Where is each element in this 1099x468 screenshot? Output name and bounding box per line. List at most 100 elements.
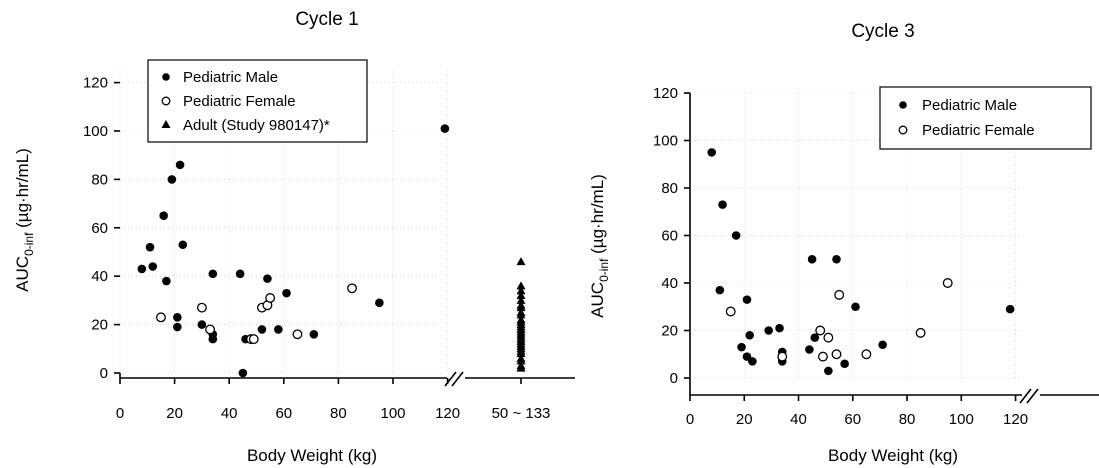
y-label-rest: (µg·hr/mL) [588,174,607,258]
data-point-pediatric-female [205,324,216,335]
legend-label-pediatric-female: Pediatric Female [183,93,296,110]
legend-label-adult: Adult (Study 980147)* [183,117,330,134]
y-label-sub: 0-inf [22,232,36,256]
data-point-pediatric-male [257,325,267,334]
data-point-pediatric-male [840,359,849,369]
data-point-pediatric-male [375,298,384,308]
data-point-pediatric-male [748,357,757,366]
legend-label-pediatric-male: Pediatric Male [183,69,278,86]
y-tick-label: 120 [653,85,678,102]
legend-box [879,86,1092,150]
data-point-pediatric-male [175,160,185,170]
data-point-pediatric-male [851,302,860,312]
data-point-adult-study-980147 [516,295,526,304]
x-ticks: 0 20 40 60 80 100 120 [686,395,1028,428]
data-point-pediatric-male [167,175,177,184]
y-axis-label: AUC0-inf (µg·hr/mL) [13,148,36,292]
data-point-adult-study-980147 [516,286,526,295]
y-tick-label: 20 [91,317,108,334]
data-point-pediatric-female [815,325,826,336]
data-point-pediatric-male [282,288,291,298]
data-point-pediatric-female [915,327,926,338]
x-ticks: 0 20 40 60 80 100 120 [116,378,522,422]
y-tick-label: 0 [100,365,108,382]
data-points [707,148,1015,376]
data-point-pediatric-male [1005,304,1015,314]
data-point-pediatric-male [810,333,820,342]
legend-label-pediatric-female: Pediatric Female [922,122,1035,139]
x-tick-label-adult: 50 ~ 133 [492,405,551,422]
data-point-pediatric-female [347,283,358,294]
legend: Pediatric Male Pediatric Female Adult (S… [147,59,368,143]
data-point-pediatric-male [715,285,725,295]
y-axis-label: AUC0-inf (µg·hr/mL) [588,174,611,318]
data-point-pediatric-male [718,200,727,209]
legend: Pediatric Male Pediatric Female [879,86,1092,150]
data-point-pediatric-male [707,148,717,157]
data-point-pediatric-male [178,240,188,250]
data-point-pediatric-female [292,329,303,340]
data-point-adult-study-980147 [516,356,526,365]
data-point-pediatric-male [745,330,754,340]
y-tick-label: 0 [670,370,678,387]
data-point-pediatric-male [162,276,171,286]
y-tick-label: 120 [83,75,108,92]
x-tick-label: 40 [221,405,238,422]
legend-marker-pediatric-male [162,73,170,81]
axis-break [1019,388,1039,404]
data-point-pediatric-male [145,242,155,252]
legend-marker-pediatric-male [899,101,907,109]
data-point-adult-study-980147 [516,257,526,266]
data-point-pediatric-male [878,340,887,350]
y-tick-label: 40 [661,275,678,292]
y-label-rest: (µg·hr/mL) [13,148,32,232]
data-point-pediatric-female [831,349,842,360]
data-point-pediatric-male [775,323,784,333]
data-point-pediatric-male [197,320,207,329]
data-point-pediatric-male [137,264,147,274]
data-points [137,124,526,378]
data-point-pediatric-female [942,278,953,288]
y-tick-label: 60 [91,220,108,237]
data-point-pediatric-male [824,366,833,376]
data-point-pediatric-female [196,302,207,313]
data-point-adult-study-980147 [516,363,526,372]
y-tick-label: 80 [91,171,108,188]
data-point-pediatric-female [823,332,834,343]
x-tick-label: 60 [275,405,292,422]
y-ticks: 0 20 40 60 80 100 120 [653,85,690,387]
data-point-pediatric-male [737,342,746,352]
x-axis-label: Body Weight (kg) [828,446,958,465]
x-tick-label: 20 [166,405,183,422]
x-tick-label: 120 [1003,411,1028,428]
data-point-pediatric-female [817,351,828,362]
x-tick-label: 40 [790,411,807,428]
y-tick-label: 100 [83,123,108,140]
data-point-adult-study-980147 [516,303,526,312]
data-point-pediatric-male [235,269,245,279]
x-tick-label: 100 [949,411,974,428]
y-label-main: AUC [13,256,32,292]
data-point-pediatric-female [777,351,788,362]
data-point-adult-study-980147 [516,349,526,358]
chart-title: Cycle 1 [295,9,358,30]
legend-box [147,59,368,143]
x-tick-label: 100 [380,405,405,422]
data-point-pediatric-male [263,274,272,283]
chart-title: Cycle 3 [851,21,914,42]
x-tick-label: 80 [899,411,916,428]
x-tick-label: 80 [330,405,347,422]
data-point-pediatric-male [148,262,158,271]
y-label-main: AUC [588,282,607,318]
data-point-pediatric-male [238,368,248,378]
x-tick-label: 20 [736,411,753,428]
data-point-pediatric-female [248,334,259,345]
x-tick-label: 0 [116,405,124,422]
y-tick-label: 100 [653,133,678,150]
y-tick-label: 60 [661,228,678,245]
legend-marker-pediatric-female [898,125,908,135]
data-point-pediatric-female [834,289,845,300]
axis-lines [119,373,447,379]
